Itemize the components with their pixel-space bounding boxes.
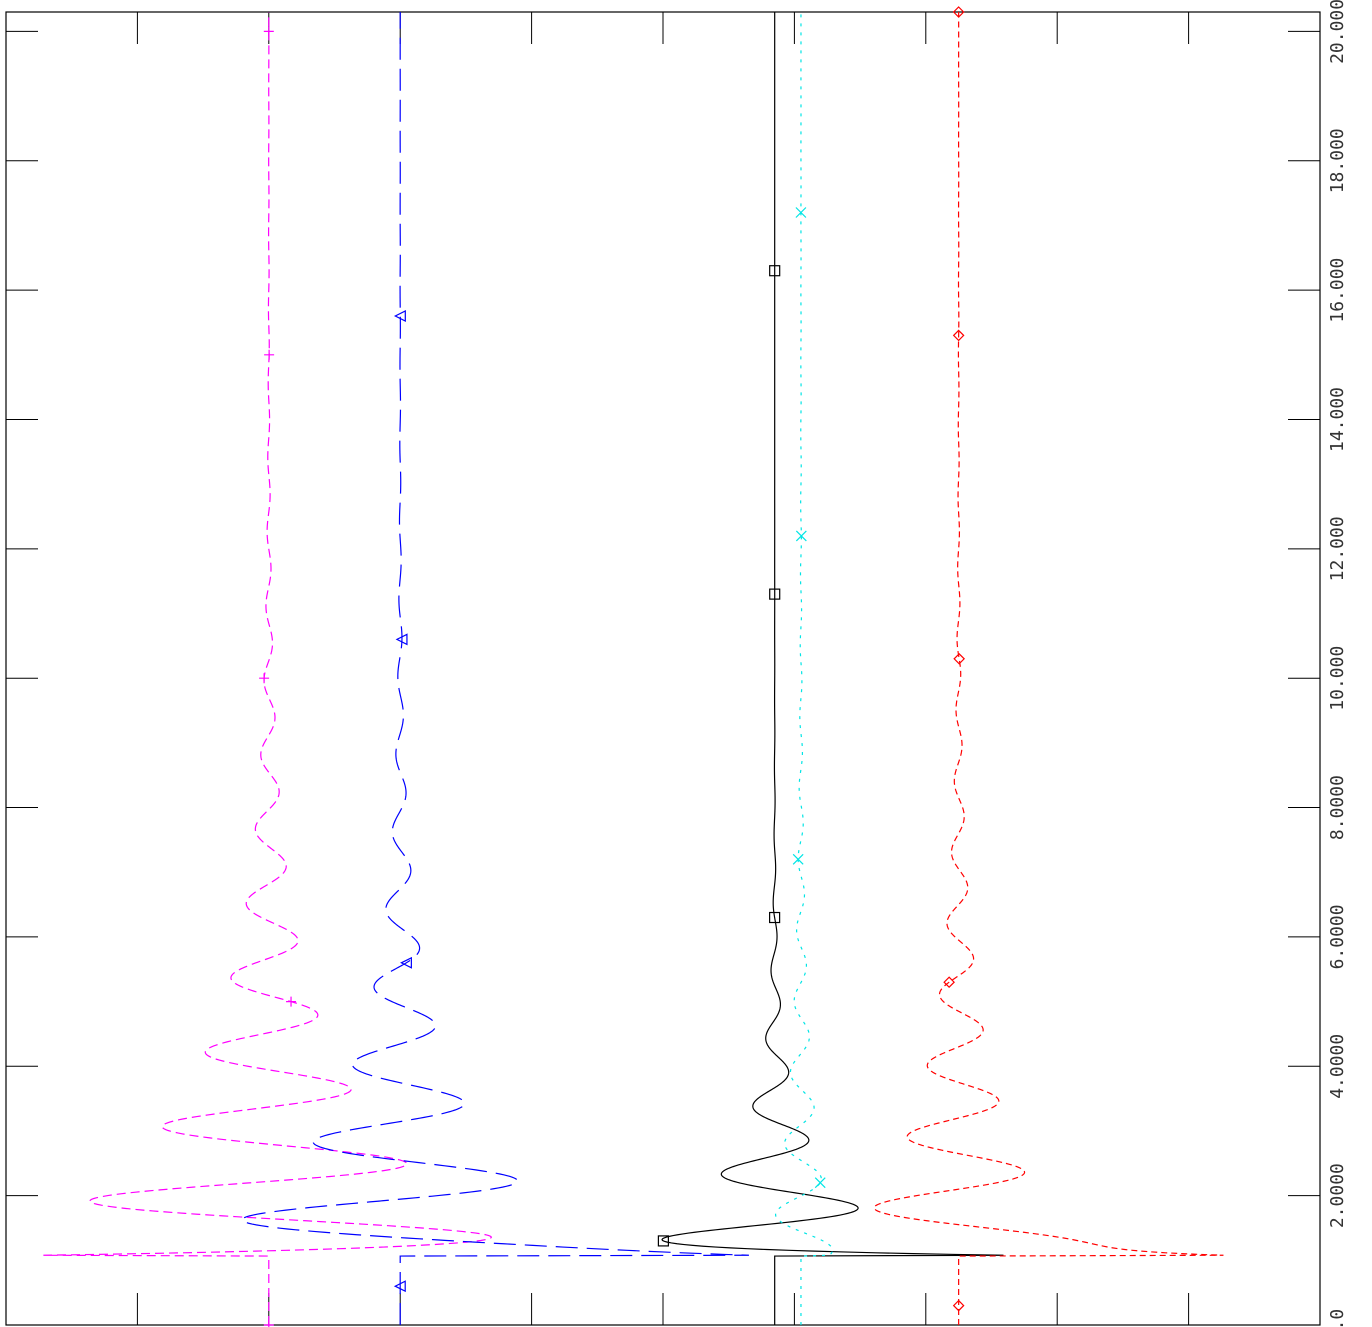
y-tick-label: 20.000 (1327, 0, 1348, 64)
series-marker (395, 633, 408, 646)
y-tick-label: 6.0000 (1327, 904, 1348, 969)
series-marker (264, 349, 275, 360)
y-tick-label: 18.000 (1327, 128, 1348, 193)
y-tick-label: 4.0000 (1327, 1034, 1348, 1099)
series-marker (792, 853, 804, 865)
series-0 (43, 11, 493, 1327)
series-line (241, 12, 749, 1325)
series-marker (263, 26, 274, 37)
series-marker (952, 6, 965, 18)
series-marker (943, 976, 955, 989)
series-3 (774, 12, 834, 1325)
series-marker (953, 652, 966, 665)
y-tick-label: 0.0 (1327, 1309, 1348, 1327)
series-marker (259, 673, 270, 684)
series-1 (241, 12, 749, 1325)
series-line (43, 11, 493, 1325)
y-axis-tick-labels: 0.0 2.0000 4.0000 6.0000 8.0000 10.000 12.000 1… (1327, 0, 1348, 1327)
series-marker (795, 207, 807, 218)
series-line (873, 11, 1224, 1325)
series-marker (657, 1235, 669, 1247)
series-marker (769, 911, 781, 924)
series-marker (795, 530, 807, 542)
series-line (774, 12, 834, 1325)
series-marker (286, 996, 297, 1007)
plot-frame (5, 11, 1321, 1326)
series-marker (393, 310, 406, 322)
series-marker (769, 265, 781, 277)
y-tick-label: 14.000 (1327, 387, 1348, 452)
series-marker (769, 588, 781, 600)
y-tick-label: 16.000 (1327, 258, 1348, 323)
series-2 (657, 12, 1004, 1325)
series-line (661, 12, 1004, 1325)
series-marker (952, 329, 965, 342)
series-layer (43, 6, 1224, 1327)
series-marker (400, 956, 412, 969)
series-marker (952, 1299, 965, 1312)
y-tick-label: 10.000 (1327, 646, 1348, 711)
y-tick-label: 2.0000 (1327, 1163, 1348, 1228)
y-tick-label: 12.000 (1327, 516, 1348, 581)
series-marker (263, 1320, 274, 1327)
series-marker (393, 1280, 406, 1293)
series-4 (873, 6, 1224, 1325)
axis-ticks (6, 12, 1320, 1325)
series-marker (814, 1177, 826, 1189)
y-tick-label: 8.0000 (1327, 775, 1348, 840)
